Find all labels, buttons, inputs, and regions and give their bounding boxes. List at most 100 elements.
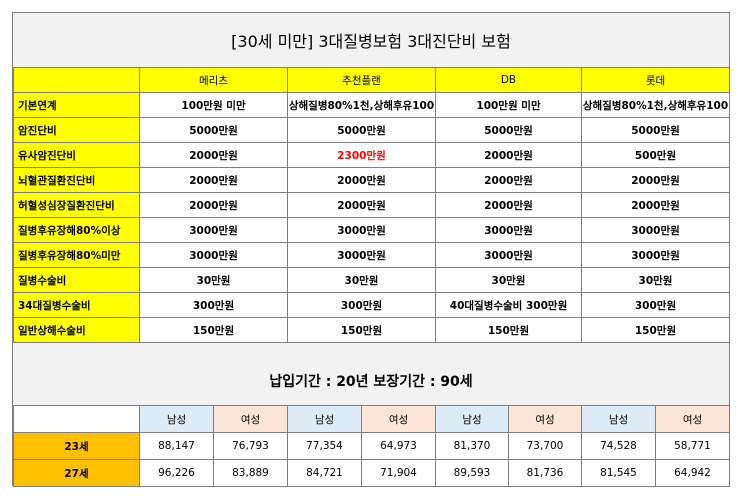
table-row: 뇌혈관질환진단비 2000만원 2000만원 2000만원 2000만원 (13, 167, 730, 193)
table-cell: 2000만원 (287, 167, 436, 193)
premium-cell: 81,736 (508, 459, 582, 487)
premium-row: 23세 88,147 76,793 77,354 64,973 81,370 7… (13, 432, 730, 460)
company-header-meritz: 메리츠 (139, 67, 288, 93)
table-cell: 2000만원 (581, 192, 730, 218)
gender-header-female: 여성 (655, 405, 730, 433)
table-cell: 40대질병수술비 300만원 (435, 292, 582, 318)
gender-header-female: 여성 (508, 405, 582, 433)
comparison-sheet: [30세 미만] 3대질병보험 3대진단비 보험 메리츠 추천플랜 DB 롯데 … (12, 12, 730, 487)
table-row: 34대질병수술비 300만원 300만원 40대질병수술비 300만원 300만… (13, 292, 730, 318)
company-header-recommended: 추천플랜 (287, 67, 436, 93)
header-corner-cell (13, 405, 140, 433)
table-cell: 150만원 (287, 317, 436, 343)
table-cell: 100만원 미만 (435, 92, 582, 118)
table-row: 유사암진단비 2000만원 2300만원 2000만원 500만원 (13, 142, 730, 168)
coverage-table: 메리츠 추천플랜 DB 롯데 기본연계 100만원 미만 상해질병80%1천,상… (13, 67, 730, 343)
table-cell: 150만원 (139, 317, 288, 343)
table-cell: 3000만원 (581, 242, 730, 268)
company-header-db: DB (435, 67, 582, 93)
table-cell: 2000만원 (139, 167, 288, 193)
table-cell: 3000만원 (435, 217, 582, 243)
table-cell: 150만원 (581, 317, 730, 343)
premium-cell: 81,545 (581, 459, 656, 487)
table-cell: 5000만원 (581, 117, 730, 143)
age-label: 23세 (13, 432, 140, 460)
gender-header-male: 남성 (435, 405, 509, 433)
table-cell: 2000만원 (435, 142, 582, 168)
company-header-row: 메리츠 추천플랜 DB 롯데 (13, 67, 730, 93)
premium-cell: 84,721 (287, 459, 362, 487)
header-corner-cell (13, 67, 140, 93)
table-row: 질병후유장해80%미만 3000만원 3000만원 3000만원 3000만원 (13, 242, 730, 268)
sheet-title: [30세 미만] 3대질병보험 3대진단비 보험 (13, 13, 729, 68)
row-label: 34대질병수술비 (13, 292, 140, 318)
row-label: 기본연계 (13, 92, 140, 118)
row-label: 질병후유장해80%이상 (13, 217, 140, 243)
table-cell: 30만원 (435, 267, 582, 293)
table-cell: 2000만원 (287, 192, 436, 218)
table-cell: 3000만원 (287, 242, 436, 268)
premium-cell: 76,793 (213, 432, 288, 460)
table-row: 기본연계 100만원 미만 상해질병80%1천,상해후유100 100만원 미만… (13, 92, 730, 118)
premium-cell: 81,370 (435, 432, 509, 460)
period-heading: 납입기간 : 20년 보장기간 : 90세 (13, 353, 729, 408)
table-cell: 2000만원 (581, 167, 730, 193)
table-row: 허혈성심장질환진단비 2000만원 2000만원 2000만원 2000만원 (13, 192, 730, 218)
table-cell: 5000만원 (287, 117, 436, 143)
table-cell: 상해질병80%1천,상해후유100 (287, 92, 436, 118)
table-row: 일반상해수술비 150만원 150만원 150만원 150만원 (13, 317, 730, 343)
gender-header-male: 남성 (581, 405, 656, 433)
premium-cell: 89,593 (435, 459, 509, 487)
table-cell: 2000만원 (139, 192, 288, 218)
row-label: 유사암진단비 (13, 142, 140, 168)
table-cell: 2000만원 (139, 142, 288, 168)
table-row: 암진단비 5000만원 5000만원 5000만원 5000만원 (13, 117, 730, 143)
premium-cell: 74,528 (581, 432, 656, 460)
premium-cell: 88,147 (139, 432, 214, 460)
gender-header-female: 여성 (361, 405, 436, 433)
table-cell: 500만원 (581, 142, 730, 168)
premium-cell: 73,700 (508, 432, 582, 460)
gender-header-male: 남성 (139, 405, 214, 433)
gender-header-female: 여성 (213, 405, 288, 433)
table-cell: 3000만원 (287, 217, 436, 243)
table-cell: 상해질병80%1천,상해후유100 (581, 92, 730, 118)
table-cell: 5000만원 (435, 117, 582, 143)
table-cell: 300만원 (139, 292, 288, 318)
age-label: 27세 (13, 459, 140, 487)
row-label: 질병후유장해80%미만 (13, 242, 140, 268)
table-cell: 3000만원 (435, 242, 582, 268)
table-cell: 2000만원 (435, 192, 582, 218)
table-cell: 300만원 (287, 292, 436, 318)
premium-cell: 58,771 (655, 432, 730, 460)
row-label: 암진단비 (13, 117, 140, 143)
premium-cell: 64,942 (655, 459, 730, 487)
table-cell: 30만원 (287, 267, 436, 293)
gender-header-male: 남성 (287, 405, 362, 433)
table-cell: 30만원 (581, 267, 730, 293)
premium-cell: 71,904 (361, 459, 436, 487)
gender-header-row: 남성 여성 남성 여성 남성 여성 남성 여성 (13, 405, 730, 433)
premium-cell: 96,226 (139, 459, 214, 487)
premium-cell: 64,973 (361, 432, 436, 460)
table-row: 질병수술비 30만원 30만원 30만원 30만원 (13, 267, 730, 293)
premium-table: 남성 여성 남성 여성 남성 여성 남성 여성 23세 88,147 76,79… (13, 405, 730, 487)
row-label: 허혈성심장질환진단비 (13, 192, 140, 218)
premium-cell: 83,889 (213, 459, 288, 487)
row-label: 뇌혈관질환진단비 (13, 167, 140, 193)
table-cell: 5000만원 (139, 117, 288, 143)
table-cell: 3000만원 (139, 242, 288, 268)
table-cell: 30만원 (139, 267, 288, 293)
row-label: 일반상해수술비 (13, 317, 140, 343)
table-cell: 300만원 (581, 292, 730, 318)
premium-row: 27세 96,226 83,889 84,721 71,904 89,593 8… (13, 459, 730, 487)
table-row: 질병후유장해80%이상 3000만원 3000만원 3000만원 3000만원 (13, 217, 730, 243)
highlighted-cell: 2300만원 (287, 142, 436, 168)
table-cell: 100만원 미만 (139, 92, 288, 118)
company-header-lotte: 롯데 (581, 67, 730, 93)
table-cell: 3000만원 (139, 217, 288, 243)
row-label: 질병수술비 (13, 267, 140, 293)
table-cell: 2000만원 (435, 167, 582, 193)
table-cell: 3000만원 (581, 217, 730, 243)
table-cell: 150만원 (435, 317, 582, 343)
